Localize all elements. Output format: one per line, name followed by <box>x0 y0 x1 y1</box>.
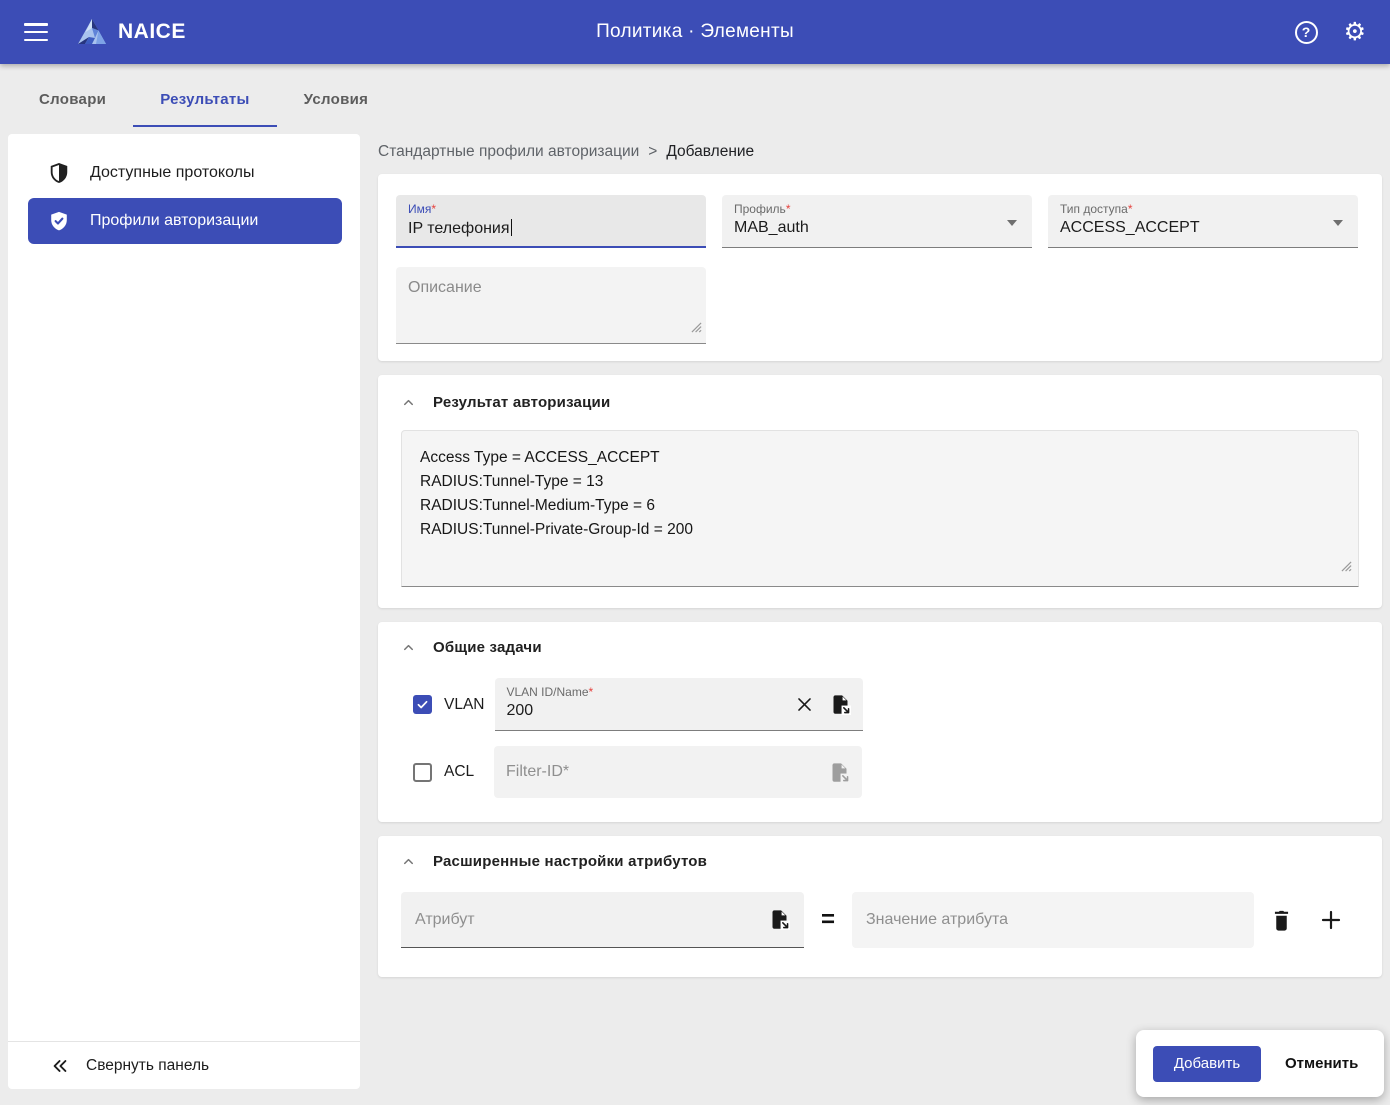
access-type-select-value: ACCESS_ACCEPT <box>1060 219 1200 236</box>
double-chevron-left-icon <box>50 1056 70 1076</box>
chevron-up-icon[interactable] <box>401 854 416 869</box>
sidebar-item-label: Профили авторизации <box>90 212 259 229</box>
tab-label: Результаты <box>160 90 250 108</box>
vlan-id-field[interactable]: VLAN ID/Name* 200 <box>494 678 863 731</box>
sidebar-item-auth-profiles[interactable]: Профили авторизации <box>28 198 342 244</box>
authorization-result-card: Результат авторизации Access Type = ACCE… <box>378 375 1382 608</box>
description-textarea[interactable] <box>396 267 706 344</box>
acl-checkbox-label: ACL <box>444 763 475 780</box>
shield-check-icon <box>48 210 70 232</box>
settings-gear-icon[interactable]: ⚙ <box>1343 17 1366 46</box>
app-bar: NAICE Политика · Элементы ? ⚙ <box>0 0 1390 64</box>
breadcrumb-current: Добавление <box>666 143 755 160</box>
section-title: Расширенные настройки атрибутов <box>433 853 708 870</box>
acl-checkbox[interactable] <box>413 762 432 782</box>
tab-label: Словари <box>39 90 107 108</box>
logo-triangle-icon <box>76 16 108 48</box>
profile-form-card: Имя* IP телефония Профиль* MAB_auth Тип … <box>378 174 1382 361</box>
chevron-up-icon[interactable] <box>401 640 416 655</box>
page-title: Политика · Элементы <box>596 21 794 42</box>
tab-dictionaries[interactable]: Словари <box>12 64 133 134</box>
breadcrumb-parent[interactable]: Стандартные профили авторизации <box>378 143 640 160</box>
vlan-checkbox-label: VLAN <box>444 695 485 713</box>
equals-sign: = <box>821 906 836 933</box>
authorization-result-textarea[interactable]: Access Type = ACCESS_ACCEPT RADIUS:Tunne… <box>401 430 1359 587</box>
chevron-up-icon[interactable] <box>401 395 416 410</box>
advanced-attributes-card: Расширенные настройки атрибутов <box>378 836 1382 977</box>
vlan-checkbox[interactable] <box>413 695 432 714</box>
sidebar-item-protocols[interactable]: Доступные протоколы <box>28 150 342 196</box>
form-actions-card: Добавить Отменить <box>1136 1030 1384 1097</box>
collapse-panel-label: Свернуть панель <box>86 1056 210 1074</box>
pick-from-list-icon[interactable] <box>769 909 790 930</box>
clear-icon[interactable] <box>795 695 814 714</box>
tab-conditions[interactable]: Условия <box>277 64 396 134</box>
name-field-value: IP телефония <box>408 220 510 237</box>
sidebar: Доступные протоколы Профили авторизации <box>8 134 360 1089</box>
attribute-value-field[interactable] <box>852 892 1255 948</box>
app-name: NAICE <box>118 20 186 43</box>
common-tasks-card: Общие задачи VLAN VLAN ID/Name* 200 <box>378 622 1382 822</box>
help-icon[interactable]: ? <box>1294 20 1318 44</box>
tab-results[interactable]: Результаты <box>133 64 277 134</box>
tab-bar: Словари Результаты Условия <box>0 64 1390 134</box>
collapse-panel-button[interactable]: Свернуть панель <box>8 1041 360 1089</box>
filter-id-field[interactable] <box>494 746 862 798</box>
vlan-id-field-label: VLAN ID/Name* <box>506 685 594 699</box>
profile-select[interactable]: Профиль* MAB_auth <box>722 195 1032 248</box>
name-field-label: Имя* <box>408 202 437 216</box>
attribute-field[interactable] <box>401 892 804 948</box>
app-logo: NAICE <box>76 16 186 48</box>
menu-icon[interactable] <box>24 23 48 41</box>
sidebar-item-label: Доступные протоколы <box>90 164 255 181</box>
chevron-down-icon[interactable] <box>1007 220 1017 226</box>
breadcrumb-separator: > <box>648 143 658 160</box>
attribute-value-input[interactable] <box>866 911 1241 929</box>
profile-select-value: MAB_auth <box>734 219 809 236</box>
filter-id-input[interactable] <box>506 763 829 781</box>
access-type-select[interactable]: Тип доступа* ACCESS_ACCEPT <box>1048 195 1358 248</box>
plus-icon[interactable] <box>1319 908 1343 932</box>
attribute-row: = <box>401 892 1359 948</box>
access-type-select-label: Тип доступа* <box>1060 202 1133 216</box>
profile-select-label: Профиль* <box>734 202 791 216</box>
text-caret <box>510 219 513 236</box>
tab-label: Условия <box>303 90 369 108</box>
section-title: Общие задачи <box>433 639 542 656</box>
section-title: Результат авторизации <box>433 394 611 411</box>
vlan-id-field-value: 200 <box>506 702 534 719</box>
main-content: Стандартные профили авторизации > Добавл… <box>360 134 1390 991</box>
shield-half-icon <box>48 162 70 184</box>
trash-icon[interactable] <box>1271 909 1292 932</box>
chevron-down-icon[interactable] <box>1333 220 1343 226</box>
attribute-input[interactable] <box>415 910 769 929</box>
pick-from-list-icon[interactable] <box>830 694 851 715</box>
pick-from-list-icon-disabled <box>829 762 850 783</box>
vlan-task-row: VLAN VLAN ID/Name* 200 <box>401 678 1359 731</box>
cancel-button[interactable]: Отменить <box>1285 1055 1359 1072</box>
breadcrumb: Стандартные профили авторизации > Добавл… <box>378 143 1382 161</box>
active-tab-indicator <box>133 124 277 127</box>
name-field[interactable]: Имя* IP телефония <box>396 195 706 248</box>
acl-task-row: ACL <box>401 746 1359 798</box>
submit-button[interactable]: Добавить <box>1153 1045 1261 1082</box>
